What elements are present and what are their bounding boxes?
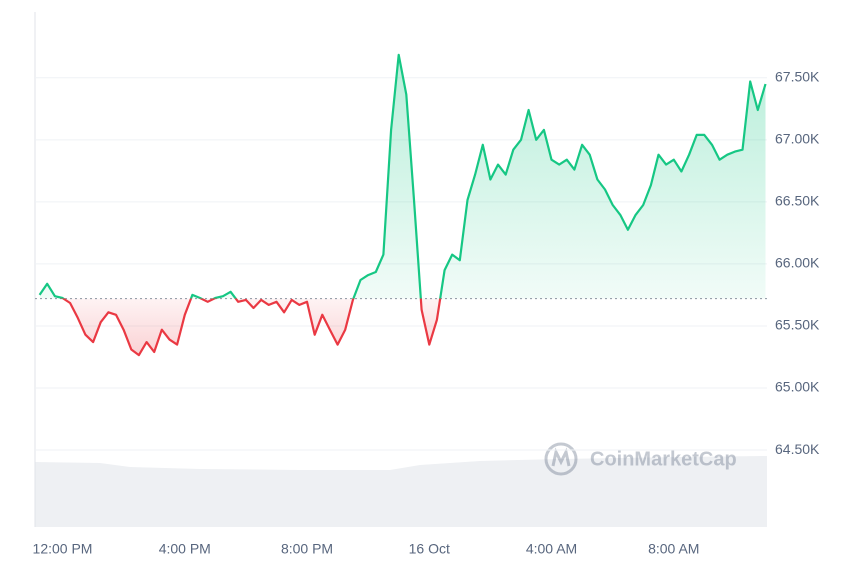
y-tick-label: 65.00K (775, 379, 820, 395)
x-tick-label: 8:00 AM (648, 541, 699, 557)
y-tick-label: 65.50K (775, 317, 820, 333)
watermark-text: CoinMarketCap (590, 448, 737, 470)
watermark: CoinMarketCap (544, 442, 737, 476)
volume-area (35, 456, 767, 527)
price-line (38, 53, 767, 357)
x-tick-label: 12:00 PM (33, 541, 93, 557)
y-tick-label: 66.00K (775, 255, 820, 271)
x-tick-label: 8:00 PM (281, 541, 333, 557)
x-tick-label: 4:00 PM (159, 541, 211, 557)
y-tick-label: 67.50K (775, 68, 820, 84)
watermark-logo-m (551, 447, 571, 467)
y-tick-label: 67.00K (775, 131, 820, 147)
x-tick-label: 4:00 AM (526, 541, 577, 557)
price-area (39, 54, 766, 356)
y-tick-label: 66.50K (775, 193, 820, 209)
watermark-logo (544, 442, 578, 476)
x-tick-label: 16 Oct (409, 541, 450, 557)
y-tick-label: 64.50K (775, 441, 820, 457)
